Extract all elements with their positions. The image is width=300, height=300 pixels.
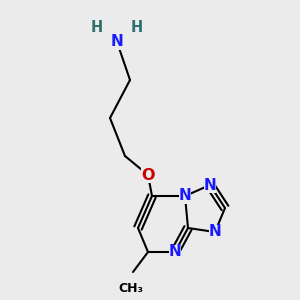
Text: N: N	[204, 178, 216, 193]
Text: O: O	[141, 167, 155, 182]
Text: N: N	[178, 188, 191, 203]
Text: H: H	[91, 20, 103, 35]
Text: CH₃: CH₃	[118, 282, 143, 295]
Text: N: N	[169, 244, 182, 260]
Text: N: N	[111, 34, 123, 50]
Text: H: H	[131, 20, 143, 35]
Text: N: N	[208, 224, 221, 239]
